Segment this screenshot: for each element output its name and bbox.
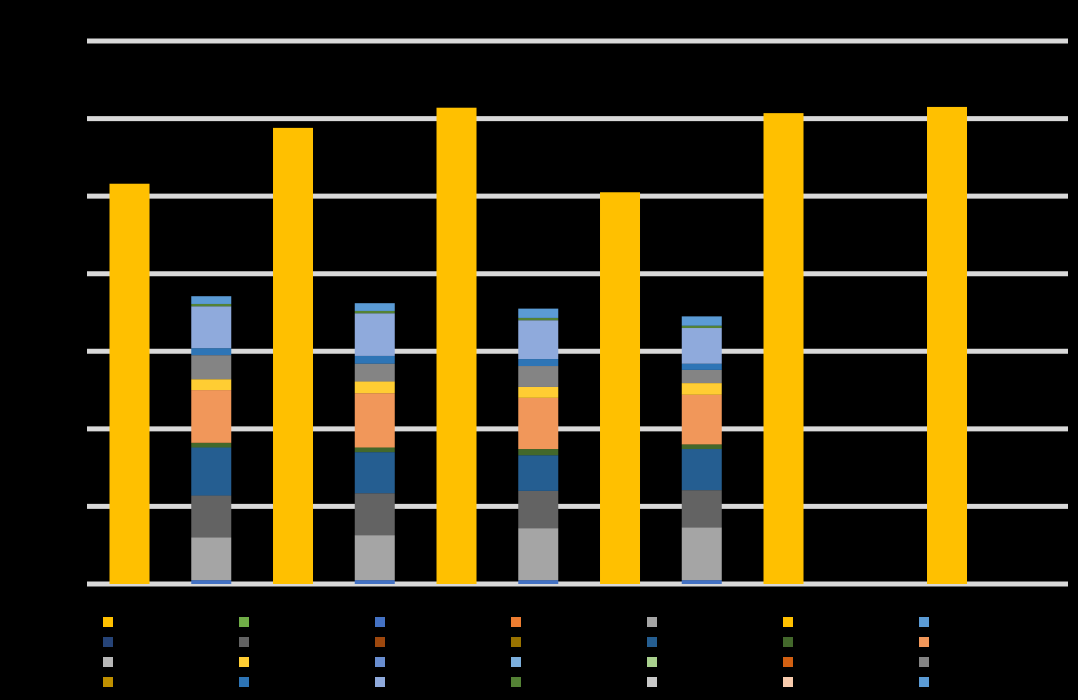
bar-segment xyxy=(191,447,232,496)
bar-segment xyxy=(191,390,232,443)
y-tick-label: 40 xyxy=(66,266,80,280)
bar-segment xyxy=(681,527,722,581)
y-tick-label: 70 xyxy=(66,33,80,47)
bar-segment xyxy=(681,328,722,364)
legend-swatch xyxy=(783,617,793,627)
legend-swatch xyxy=(919,657,929,667)
legend-swatch xyxy=(103,657,113,667)
bar-segment xyxy=(681,444,722,450)
legend-swatch xyxy=(103,677,113,687)
legend-swatch xyxy=(375,617,385,627)
bar-segment xyxy=(681,369,722,384)
bar-segment xyxy=(518,320,559,360)
bar-segment xyxy=(354,447,395,453)
y-tick-label: 10 xyxy=(66,499,80,513)
bar-segment xyxy=(191,442,232,448)
legend-swatch xyxy=(239,657,249,667)
y-tick-label: 20 xyxy=(66,421,80,435)
legend-swatch xyxy=(783,637,793,647)
legend-swatch xyxy=(239,677,249,687)
legend-swatch xyxy=(919,637,929,647)
bar-segment xyxy=(354,493,395,536)
bar-segment xyxy=(354,310,395,314)
bar-segment xyxy=(354,303,395,311)
legend-swatch xyxy=(375,677,385,687)
legend-swatch xyxy=(103,637,113,647)
bar-segment xyxy=(354,313,395,356)
bar-segment xyxy=(518,490,559,529)
legend-swatch xyxy=(511,677,521,687)
bar-segment xyxy=(518,455,559,491)
legend-swatch xyxy=(647,637,657,647)
bar-segment xyxy=(518,528,559,581)
bar-segment xyxy=(354,580,395,584)
bar-segment xyxy=(354,355,395,364)
bar-segment xyxy=(354,452,395,494)
y-tick-label: 50 xyxy=(66,188,80,202)
bar-segment xyxy=(681,490,722,528)
bar-segment xyxy=(191,379,232,391)
bar-segment xyxy=(191,355,232,380)
bar-segment xyxy=(518,366,559,387)
bar-segment xyxy=(191,537,232,581)
legend-swatch xyxy=(919,677,929,687)
bar-segment xyxy=(518,580,559,584)
bar-segment xyxy=(354,393,395,448)
bar-segment xyxy=(354,381,395,394)
bar-segment xyxy=(681,449,722,491)
bar-segment xyxy=(763,113,804,585)
bar-segment xyxy=(518,449,559,456)
legend-swatch xyxy=(647,677,657,687)
y-tick-label: 30 xyxy=(66,343,80,357)
bar-segment xyxy=(600,192,641,584)
legend-swatch xyxy=(375,657,385,667)
bar-segment xyxy=(354,535,395,581)
legend-swatch xyxy=(783,677,793,687)
bar-segment xyxy=(191,348,232,356)
bar-segment xyxy=(191,303,232,307)
legend-swatch xyxy=(511,617,521,627)
bar-segment xyxy=(518,397,559,450)
legend-swatch xyxy=(511,657,521,667)
bar-segment xyxy=(681,383,722,395)
legend-swatch xyxy=(511,637,521,647)
bar-segment xyxy=(518,386,559,398)
bar-segment xyxy=(681,394,722,445)
legend-swatch xyxy=(647,617,657,627)
legend-swatch xyxy=(919,617,929,627)
bar-segment xyxy=(109,183,150,584)
y-tick-label: 0 xyxy=(72,576,79,590)
bar-segment xyxy=(681,316,722,326)
bar-segment xyxy=(191,495,232,538)
legend-swatch xyxy=(647,657,657,667)
bar-segment xyxy=(191,296,232,304)
bar-segment xyxy=(681,580,722,584)
bar-segment xyxy=(927,106,968,584)
legend-swatch xyxy=(239,637,249,647)
bar-segment xyxy=(681,363,722,370)
y-tick-label: 60 xyxy=(66,111,80,125)
bar-segment xyxy=(518,317,559,321)
legend-swatch xyxy=(239,617,249,627)
bar-segment xyxy=(273,127,314,584)
legend-swatch xyxy=(375,637,385,647)
legend-swatch xyxy=(103,617,113,627)
bar-segment xyxy=(518,308,559,318)
bar-segment xyxy=(518,359,559,367)
bar-segment xyxy=(436,107,477,584)
bar-segment xyxy=(681,325,722,329)
bar-segment xyxy=(191,306,232,349)
bar-segment xyxy=(191,580,232,584)
bar-segment xyxy=(354,363,395,382)
legend-swatch xyxy=(783,657,793,667)
